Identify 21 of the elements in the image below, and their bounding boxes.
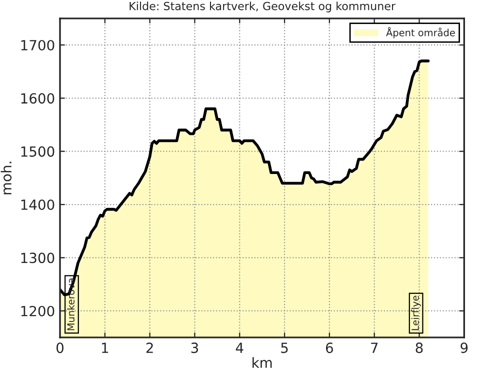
- chart-title: Kilde: Statens kartverk, Geovekst og kommuner: [130, 2, 396, 12]
- legend-label: Åpent område: [386, 27, 455, 38]
- y-tick-label: 1400: [21, 199, 54, 210]
- x-tick-label: 3: [191, 342, 198, 354]
- y-tick-label: 1500: [21, 146, 54, 157]
- y-tick-label: 1300: [21, 252, 54, 264]
- y-tick-label: 1600: [21, 93, 54, 104]
- annotation: Leirflye: [411, 296, 421, 330]
- y-tick-label: 1200: [21, 306, 54, 316]
- x-tick-label: 4: [236, 342, 244, 353]
- x-tick-label: 2: [146, 342, 153, 353]
- y-axis-title: moh.: [0, 162, 12, 194]
- x-tick-label: 9: [460, 342, 468, 354]
- x-tick-label: 8: [416, 342, 423, 354]
- x-tick-label: 7: [371, 342, 378, 353]
- x-tick-label: 0: [56, 342, 64, 354]
- x-tick-label: 6: [326, 342, 333, 354]
- x-tick-label: 1: [102, 342, 108, 353]
- x-tick-label: 5: [281, 342, 288, 354]
- y-tick-label: 1700: [21, 40, 54, 50]
- x-axis-title: km: [252, 357, 272, 368]
